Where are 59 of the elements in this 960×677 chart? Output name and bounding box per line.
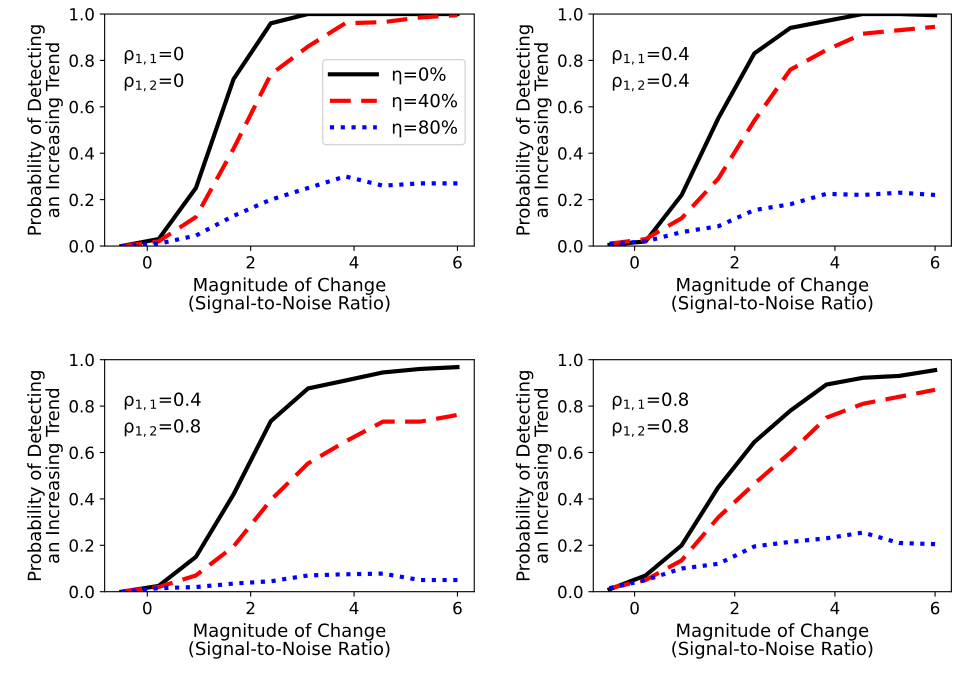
- x-axis-title: Magnitude of Change (Signal-to-Noise Ratio): [672, 623, 872, 659]
- x-tick-label: 6: [930, 256, 940, 269]
- annotation: ρ$_{1,1}$=0: [124, 46, 184, 65]
- x-tick-label: 4: [830, 256, 840, 268]
- y-tick-label: 0.4: [558, 492, 583, 506]
- y-tick-label: 0.0: [70, 586, 94, 598]
- y-tick-label: 0.2: [558, 539, 582, 552]
- y-tick-label: 0.6: [70, 100, 94, 114]
- x-tick-label: 0: [630, 256, 639, 269]
- x-tick-label: 6: [930, 602, 940, 614]
- y-tick-label: 0.8: [70, 400, 94, 413]
- annotation: ρ$_{1,2}$=0.4: [612, 73, 689, 92]
- x-tick-label: 6: [453, 602, 462, 614]
- x-tick-label: 2: [730, 256, 738, 268]
- x-tick-label: 0: [630, 602, 639, 614]
- y-tick-label: 0.0: [558, 240, 582, 253]
- y-tick-label: 0.4: [558, 147, 583, 160]
- y-tick-label: 0.2: [558, 194, 582, 206]
- x-tick-label: 0: [143, 256, 152, 269]
- annotation: ρ$_{1,2}$=0.8: [124, 419, 200, 437]
- annotation: ρ$_{1,1}$=0.8: [612, 392, 688, 410]
- x-tick-label: 0: [143, 602, 152, 614]
- y-axis-title: Probability of Detecting an Increasing Trend: [516, 25, 552, 234]
- y-tick-label: 0.8: [558, 54, 582, 67]
- x-axis-title: Magnitude of Change (Signal-to-Noise Ratio): [189, 277, 390, 314]
- y-tick-label: 1.0: [70, 8, 94, 21]
- x-tick-label: 4: [350, 602, 358, 614]
- x-axis-title: Magnitude of Change (Signal-to-Noise Ratio): [672, 277, 872, 314]
- y-tick-label: 0.2: [70, 194, 94, 206]
- y-tick-label: 0.0: [70, 240, 94, 253]
- y-tick-label: 0.4: [70, 492, 94, 506]
- annotation: ρ$_{1,2}$=0.8: [612, 419, 688, 437]
- y-tick-label: 1.0: [558, 8, 582, 21]
- legend-label: η=40%: [392, 94, 457, 111]
- y-tick-label: 1.0: [558, 354, 582, 366]
- y-tick-label: 0.6: [558, 100, 583, 114]
- y-axis-title: Probability of Detecting an Increasing Trend: [516, 371, 552, 580]
- x-tick-label: 2: [246, 256, 254, 268]
- y-axis-title: Probability of Detecting an Increasing Trend: [27, 25, 63, 234]
- y-tick-label: 0.6: [558, 446, 583, 460]
- y-tick-label: 0.8: [558, 400, 582, 413]
- x-tick-label: 6: [453, 256, 462, 269]
- y-tick-label: 0.0: [558, 586, 582, 598]
- legend-label: η=0%: [392, 67, 446, 84]
- y-tick-label: 1.0: [70, 354, 94, 366]
- annotation: ρ$_{1,2}$=0: [124, 73, 184, 92]
- y-tick-label: 0.4: [70, 147, 94, 160]
- y-axis-title: Probability of Detecting an Increasing Trend: [27, 371, 63, 580]
- y-tick-label: 0.6: [70, 446, 94, 460]
- x-tick-label: 2: [730, 602, 738, 614]
- annotation: ρ$_{1,1}$=0.4: [612, 46, 689, 65]
- x-tick-label: 4: [830, 602, 840, 614]
- y-tick-label: 0.2: [70, 539, 94, 552]
- x-tick-label: 4: [350, 256, 358, 268]
- annotation: ρ$_{1,1}$=0.4: [124, 392, 201, 410]
- y-tick-label: 0.8: [70, 54, 94, 67]
- legend-label: η=80%: [392, 120, 457, 138]
- x-tick-label: 2: [246, 602, 254, 614]
- x-axis-title: Magnitude of Change (Signal-to-Noise Ratio): [189, 623, 390, 659]
